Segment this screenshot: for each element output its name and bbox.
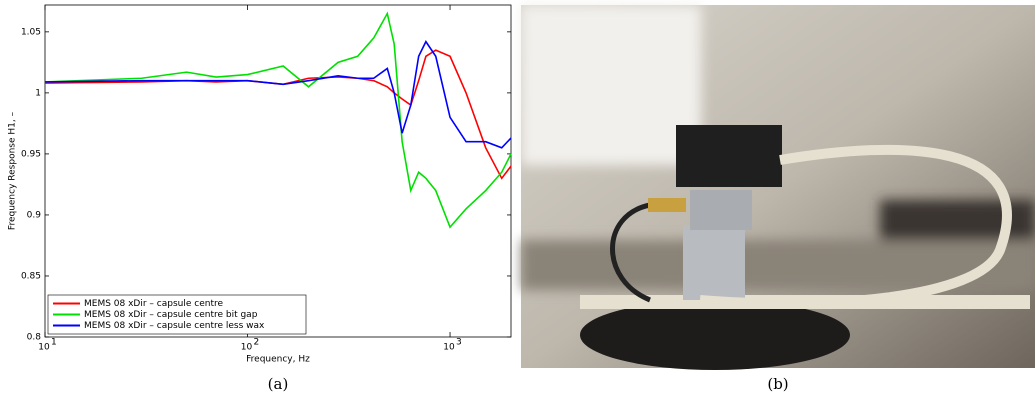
x-axis-label: Frequency, Hz [246,355,310,365]
x-tick-label: 10 [443,343,455,353]
caption: (a) [268,375,289,393]
x-tick-exponent: 1 [51,338,57,348]
y-tick-label: 1 [35,88,41,98]
x-tick-label: 10 [241,343,253,353]
y-tick-label: 0.85 [21,271,41,281]
y-tick-label: 0.95 [21,149,41,159]
x-tick-exponent: 2 [254,338,260,348]
y-tick-label: 0.9 [27,210,42,220]
series-line [44,11,512,229]
series-line [44,40,512,149]
y-axis-label: Frequency Response H1, – [8,111,18,230]
legend-label: MEMS 08 xDir – capsule centre less wax [84,321,265,331]
legend-label: MEMS 08 xDir – capsule centre [84,299,223,309]
y-tick-label: 0.8 [27,333,42,343]
x-tick-label: 10 [38,343,50,353]
legend-label: MEMS 08 xDir – capsule centre bit gap [84,310,258,320]
plot-area [44,4,512,338]
caption: (b) [767,375,788,393]
y-tick-label: 1.05 [21,27,41,37]
photo [521,5,1035,370]
legend-box [47,294,307,335]
x-tick-exponent: 3 [456,338,462,348]
